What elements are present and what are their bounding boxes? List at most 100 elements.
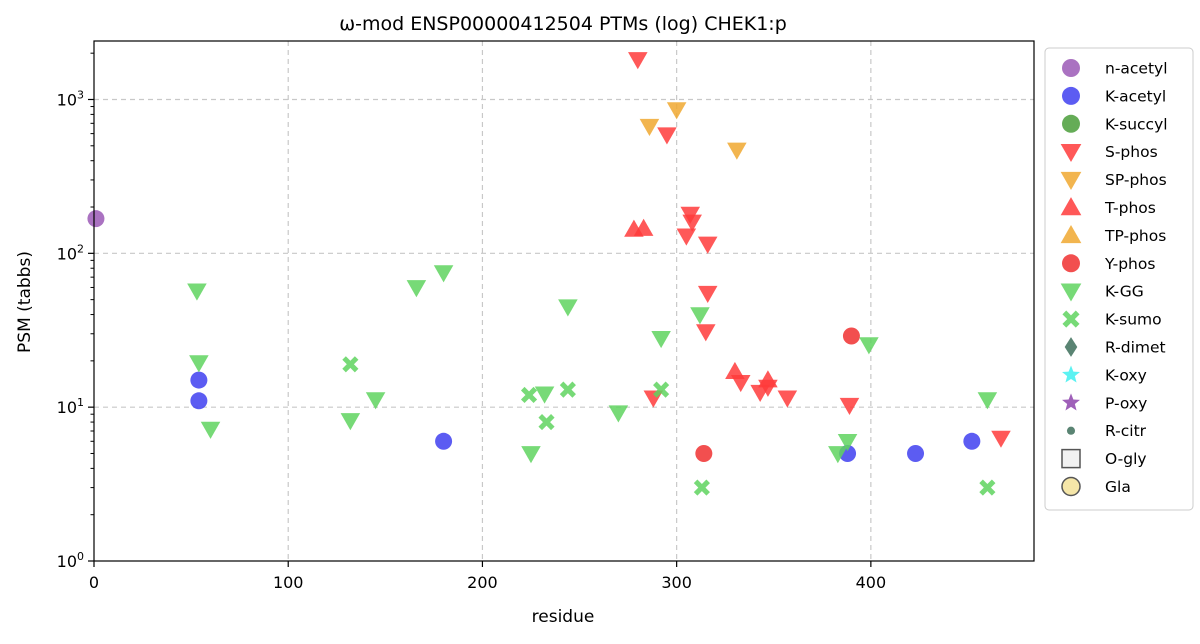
data-point-k-gg bbox=[365, 392, 386, 410]
data-point-s-phos bbox=[777, 390, 798, 408]
legend-label-n-acetyl: n-acetyl bbox=[1105, 60, 1168, 78]
data-point-k-sumo bbox=[520, 386, 538, 404]
legend-marker-n-acetyl bbox=[1062, 59, 1080, 77]
legend-marker-p-oxy bbox=[1062, 393, 1080, 411]
data-point-k-gg bbox=[189, 355, 209, 373]
data-point-k-gg bbox=[406, 280, 427, 298]
legend-marker-tp-phos bbox=[1060, 225, 1082, 244]
legend-marker-t-phos bbox=[1060, 197, 1082, 216]
data-point-sp-phos bbox=[666, 102, 687, 120]
legend-marker-gla bbox=[1061, 476, 1081, 497]
data-point-k-gg bbox=[859, 337, 879, 355]
data-point-t-phos bbox=[758, 370, 778, 388]
data-point-k-acetyl bbox=[435, 432, 453, 450]
data-point-k-gg bbox=[433, 265, 454, 283]
data-point-k-acetyl bbox=[907, 444, 925, 462]
x-tick-label: 400 bbox=[856, 573, 887, 592]
legend-label-t-phos: T-phos bbox=[1104, 199, 1156, 217]
y-tick-label: 103 bbox=[57, 88, 84, 109]
plot-area bbox=[87, 52, 1011, 496]
data-point-t-phos bbox=[725, 361, 745, 380]
data-point-k-gg bbox=[534, 386, 555, 404]
legend-label-k-gg: K-GG bbox=[1105, 283, 1144, 301]
legend-marker-k-acetyl bbox=[1062, 86, 1080, 105]
data-point-s-phos bbox=[682, 214, 702, 232]
legend-marker-k-oxy bbox=[1062, 365, 1080, 383]
axes: 0 100 200 300 400 100 101 102 103 bbox=[57, 40, 1035, 592]
data-point-k-gg bbox=[828, 446, 848, 464]
data-point-y-phos bbox=[695, 444, 713, 462]
data-point-k-sumo bbox=[653, 381, 670, 398]
legend-label-p-oxy: P-oxy bbox=[1105, 394, 1147, 412]
legend-marker-sp-phos bbox=[1060, 171, 1082, 190]
legend-label-k-sumo: K-sumo bbox=[1105, 311, 1162, 329]
legend-label-k-succyl: K-succyl bbox=[1105, 115, 1168, 133]
y-tick-label: 101 bbox=[57, 396, 84, 417]
data-point-k-gg bbox=[651, 331, 671, 349]
data-point-y-phos bbox=[842, 327, 860, 345]
data-point-k-acetyl bbox=[963, 432, 981, 450]
legend-marker-r-dimet bbox=[1064, 337, 1078, 357]
data-point-s-phos bbox=[628, 52, 648, 70]
y-tick-label: 102 bbox=[57, 242, 84, 263]
x-tick-label: 300 bbox=[661, 573, 692, 592]
legend-label-r-dimet: R-dimet bbox=[1105, 339, 1166, 357]
data-point-k-acetyl bbox=[190, 392, 208, 410]
legend-marker-k-gg bbox=[1060, 283, 1082, 302]
legend-label-r-citr: R-citr bbox=[1105, 422, 1147, 440]
data-point-s-phos bbox=[697, 285, 718, 304]
x-tick-label: 0 bbox=[89, 573, 99, 592]
y-axis-label: PSM (tabbs) bbox=[15, 251, 35, 353]
data-point-s-phos bbox=[657, 127, 677, 145]
legend-label-k-oxy: K-oxy bbox=[1105, 366, 1147, 384]
y-tick-label: 100 bbox=[57, 550, 84, 571]
legend-marker-k-succyl bbox=[1062, 114, 1080, 133]
data-point-s-phos bbox=[730, 375, 751, 393]
data-point-s-phos bbox=[697, 236, 718, 254]
legend-box bbox=[1044, 47, 1194, 511]
data-point-k-sumo bbox=[979, 479, 996, 496]
legend-label-o-gly: O-gly bbox=[1105, 450, 1147, 468]
x-tick-label: 100 bbox=[273, 573, 304, 592]
data-point-k-gg bbox=[558, 299, 578, 317]
legend-marker-y-phos bbox=[1062, 254, 1080, 273]
data-point-k-gg bbox=[608, 405, 629, 423]
data-point-sp-phos bbox=[639, 118, 660, 137]
legend-label-gla: Gla bbox=[1105, 478, 1131, 496]
data-point-sp-phos bbox=[727, 142, 747, 160]
legend-label-s-phos: S-phos bbox=[1105, 143, 1158, 161]
data-point-k-sumo bbox=[342, 356, 359, 373]
legend-marker-o-gly bbox=[1061, 448, 1081, 469]
data-point-s-phos bbox=[991, 430, 1011, 448]
x-tick-label: 200 bbox=[467, 573, 498, 592]
data-point-k-gg bbox=[837, 433, 858, 452]
legend-label-y-phos: Y-phos bbox=[1104, 255, 1155, 273]
x-axis-label: residue bbox=[532, 607, 595, 627]
legend-label-k-acetyl: K-acetyl bbox=[1105, 87, 1166, 105]
legend-label-sp-phos: SP-phos bbox=[1105, 171, 1167, 189]
data-point-s-phos bbox=[676, 228, 697, 246]
legend-marker-r-citr bbox=[1066, 426, 1076, 435]
legend: n-acetyl K-acetyl K-succyl S-phos SP-phos T-p… bbox=[1044, 47, 1194, 511]
data-point-s-phos bbox=[696, 324, 716, 342]
data-point-n-acetyl bbox=[87, 210, 105, 228]
data-point-k-gg bbox=[200, 421, 221, 439]
data-point-k-sumo bbox=[559, 381, 576, 398]
chart-title: ω-mod ENSP00000412504 PTMs (log) CHEK1:p bbox=[339, 13, 787, 35]
legend-label-tp-phos: TP-phos bbox=[1104, 227, 1166, 245]
data-point-k-gg bbox=[690, 307, 710, 325]
data-point-t-phos bbox=[633, 218, 654, 236]
legend-marker-s-phos bbox=[1060, 143, 1082, 163]
grid-lines bbox=[94, 41, 1034, 561]
data-point-s-phos bbox=[839, 397, 860, 415]
data-point-k-gg bbox=[187, 283, 207, 301]
plot-frame bbox=[93, 40, 1035, 562]
data-point-k-acetyl bbox=[190, 371, 208, 389]
data-point-k-sumo bbox=[693, 479, 710, 496]
data-point-k-gg bbox=[340, 413, 361, 431]
legend-marker-k-sumo bbox=[1062, 310, 1080, 328]
data-point-k-sumo bbox=[538, 413, 555, 431]
data-point-k-gg bbox=[977, 392, 998, 410]
data-point-k-gg bbox=[521, 446, 541, 464]
